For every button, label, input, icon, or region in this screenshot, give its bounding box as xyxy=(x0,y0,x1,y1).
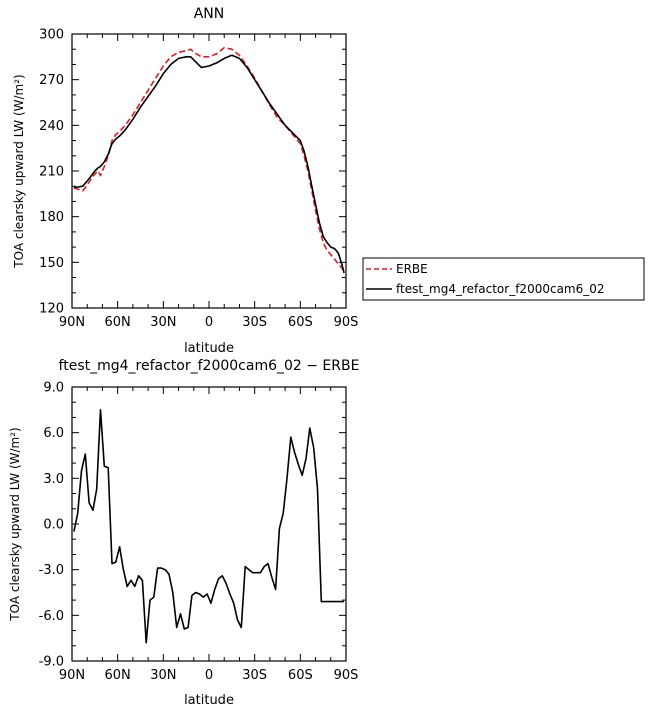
bottom-x-tick-label: 90S xyxy=(334,668,359,683)
top-x-tick-label: 90S xyxy=(334,315,359,330)
top-y-tick-label: 120 xyxy=(39,302,64,317)
top-x-tick-label: 60N xyxy=(105,315,131,330)
top-x-tick-label: 90N xyxy=(59,315,85,330)
top-y-tick-label: 300 xyxy=(39,28,64,43)
top-x-tick-label: 0 xyxy=(205,315,213,330)
bottom-series-line-0 xyxy=(73,408,345,644)
bottom-y-axis-label: TOA clearsky upward LW (W/m²) xyxy=(8,427,22,621)
top-x-axis-label: latitude xyxy=(184,341,234,356)
bottom-x-tick-label: 60N xyxy=(105,668,131,683)
bottom-x-tick-label: 0 xyxy=(205,668,213,683)
top-y-tick-label: 180 xyxy=(39,210,64,225)
legend-box xyxy=(362,257,645,301)
top-plot-frame xyxy=(71,33,347,309)
bottom-y-tick-label: -6.0 xyxy=(39,609,64,624)
legend-label-model: ftest_mg4_refactor_f2000cam6_02 xyxy=(396,282,605,296)
bottom-plot-frame xyxy=(71,386,347,662)
bottom-x-tick-label: 60S xyxy=(288,668,313,683)
bottom-x-tick-label: 90N xyxy=(59,668,85,683)
top-y-axis-label: TOA clearsky upward LW (W/m²) xyxy=(12,74,26,268)
bottom-y-tick-label: 0.0 xyxy=(43,518,64,533)
bottom-y-tick-label: 6.0 xyxy=(43,426,64,441)
top-panel: ANN 90N 60N 30N 0 30S 60S 90S 120 150 180 210 240 27… xyxy=(12,6,358,356)
bottom-x-tick-label: 30N xyxy=(150,668,176,683)
legend: ERBE ftest_mg4_refactor_f2000cam6_02 xyxy=(362,257,645,301)
bottom-chart-title: ftest_mg4_refactor_f2000cam6_02 − ERBE xyxy=(59,358,360,374)
top-x-tick-label: 60S xyxy=(288,315,313,330)
bottom-panel: ftest_mg4_refactor_f2000cam6_02 − ERBE 9… xyxy=(8,358,359,708)
bottom-x-axis-label: latitude xyxy=(184,693,234,708)
bottom-y-tick-label: 3.0 xyxy=(43,472,64,487)
top-x-tick-label: 30N xyxy=(150,315,176,330)
top-y-tick-label: 240 xyxy=(39,119,64,134)
bottom-axis-ticks: 90N 60N 30N 0 30S 60S 90S -9.0 -6.0 -3.0 0.0 3.0 6.0… xyxy=(39,381,359,684)
legend-label-erbe: ERBE xyxy=(396,262,428,276)
bottom-x-tick-label: 30S xyxy=(242,668,267,683)
top-x-tick-label: 30S xyxy=(242,315,267,330)
top-y-tick-label: 150 xyxy=(39,256,64,271)
top-y-tick-label: 270 xyxy=(39,73,64,88)
top-y-tick-label: 210 xyxy=(39,165,64,180)
bottom-y-tick-label: -3.0 xyxy=(39,563,64,578)
top-series-group xyxy=(73,46,345,274)
bottom-y-tick-label: -9.0 xyxy=(39,655,64,670)
top-series-line-ftest-mg4-refactor-f2000cam6-02 xyxy=(73,54,345,274)
bottom-y-tick-label: 9.0 xyxy=(43,381,64,396)
top-chart-title: ANN xyxy=(194,6,225,22)
top-axis-ticks: 90N 60N 30N 0 30S 60S 90S 120 150 180 210 240 270 300 xyxy=(39,28,358,331)
top-series-line-erbe xyxy=(73,46,345,272)
bottom-series-group xyxy=(73,408,345,644)
